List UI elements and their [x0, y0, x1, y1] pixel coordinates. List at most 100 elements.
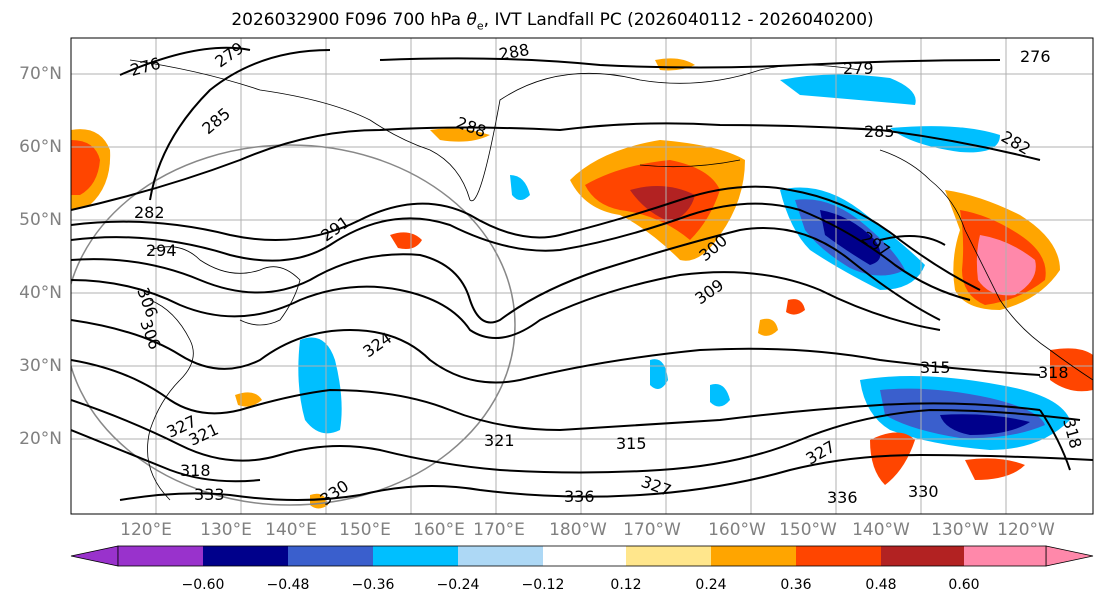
colorbar-tick-label: −0.24: [436, 577, 480, 593]
lon-label: 180°W: [549, 520, 607, 540]
lon-label: 160°W: [708, 520, 766, 540]
lat-label-50n: 50°N: [19, 210, 62, 230]
lon-label: 140°W: [852, 520, 910, 540]
lon-label: 170°W: [623, 520, 681, 540]
coastlines: [129, 59, 1093, 501]
ivt-negative-region: [510, 175, 530, 200]
lon-label: 140°E: [265, 520, 317, 540]
colorbar-tick-label: −0.60: [181, 577, 225, 593]
contour-line: [71, 319, 1041, 384]
lat-label-40n: 40°N: [19, 283, 62, 303]
ivt-positive-region: [965, 458, 1025, 480]
contour-label: 315: [920, 358, 951, 377]
ivt-negative-region: [650, 359, 668, 389]
contour-label: 318: [1038, 363, 1069, 382]
contour-label: 279: [843, 59, 874, 78]
theta-e-contours: [71, 46, 1093, 501]
lat-label-20n: 20°N: [19, 429, 62, 449]
ivt-positive-region: [786, 299, 805, 315]
colorbar-swatch: [796, 546, 881, 566]
ivt-negative-region: [820, 210, 881, 265]
ivt-positive-region: [758, 318, 778, 336]
coastline: [879, 149, 1093, 381]
ivt-positive-region: [630, 186, 695, 222]
lat-label-60n: 60°N: [19, 137, 62, 157]
colorbar-swatch: [458, 546, 543, 566]
lon-label: 120°E: [120, 520, 172, 540]
contour-line: [71, 185, 981, 291]
colorbar-extend-low: [70, 545, 119, 567]
colorbar-tick-label: 0.24: [695, 577, 727, 593]
colorbar-swatch: [288, 546, 373, 566]
ivt-positive-region: [71, 140, 100, 195]
map-title: 2026032900 F096 700 hPa θe, IVT Landfall…: [231, 10, 874, 33]
ivt-negative-region: [780, 74, 916, 105]
contour-line: [879, 235, 946, 246]
ivt-positive-region: [390, 232, 422, 249]
contour-line: [119, 453, 1093, 501]
coastline: [147, 299, 194, 501]
contour-label: 330: [908, 482, 939, 501]
contour-line: [71, 271, 941, 339]
contour-line: [119, 46, 251, 76]
contour-line: [71, 359, 1041, 432]
colorbar-extend-high: [1045, 545, 1094, 567]
colorbar-tick-label: 0.60: [948, 577, 980, 593]
colorbar-tick-label: −0.12: [521, 577, 565, 593]
map-frame: [70, 37, 1094, 515]
contour-label: 294: [146, 241, 177, 260]
colorbar-tick-label: 0.36: [780, 577, 812, 593]
coastline: [639, 159, 741, 168]
contour-label: 285: [864, 122, 895, 141]
contour-label: 315: [616, 434, 647, 453]
colorbar-swatch: [964, 546, 1046, 566]
ivt-negative-region: [298, 337, 342, 434]
contour-line: [149, 49, 331, 201]
lon-label: 150°W: [779, 520, 837, 540]
lon-label: 120°W: [997, 520, 1055, 540]
contour-label: 282: [134, 203, 165, 222]
contour-label: 276: [1020, 47, 1051, 66]
colorbar-tick-label: 0.12: [610, 577, 642, 593]
colorbar-tick-label: −0.48: [266, 577, 310, 593]
colorbar-swatch: [881, 546, 964, 566]
coastline: [149, 246, 301, 326]
contour-line: [71, 399, 1081, 474]
colorbar: [70, 545, 1094, 567]
contour-line: [379, 57, 1001, 69]
lon-label: 130°E: [200, 520, 252, 540]
colorbar-tick-label: −0.36: [351, 577, 395, 593]
contour-label: 336: [564, 487, 595, 506]
contour-label: 336: [827, 488, 858, 507]
contour-label: 321: [484, 431, 515, 450]
lat-label-30n: 30°N: [19, 356, 62, 376]
contour-line: [71, 429, 261, 483]
contour-line: [71, 227, 941, 324]
ivt-positive-region: [1050, 348, 1093, 392]
ivt-positive-region: [235, 392, 262, 407]
colorbar-swatch: [373, 546, 458, 566]
contour-label: 318: [180, 461, 211, 480]
lat-label-70n: 70°N: [19, 64, 62, 84]
colorbar-swatch: [626, 546, 711, 566]
contour-line: [71, 202, 971, 301]
colorbar-swatch: [118, 546, 203, 566]
ivt-positive-region: [870, 432, 915, 485]
contour-label: 333: [194, 485, 225, 504]
colorbar-swatch: [543, 546, 626, 566]
range-circle: [71, 144, 516, 506]
colorbar-swatch: [203, 546, 288, 566]
ivt-positive-region: [430, 128, 490, 142]
contour-line: [1039, 409, 1071, 471]
lon-label: 170°E: [473, 520, 525, 540]
lon-label: 150°E: [339, 520, 391, 540]
lon-label: 130°W: [931, 520, 989, 540]
lon-label: 160°E: [413, 520, 465, 540]
ivt-negative-region: [940, 414, 1030, 435]
colorbar-swatch: [711, 546, 796, 566]
ivt-positive-region: [310, 493, 328, 509]
ivt-negative-region: [710, 384, 730, 407]
coastline: [129, 59, 861, 202]
colorbar-tick-label: 0.48: [865, 577, 897, 593]
